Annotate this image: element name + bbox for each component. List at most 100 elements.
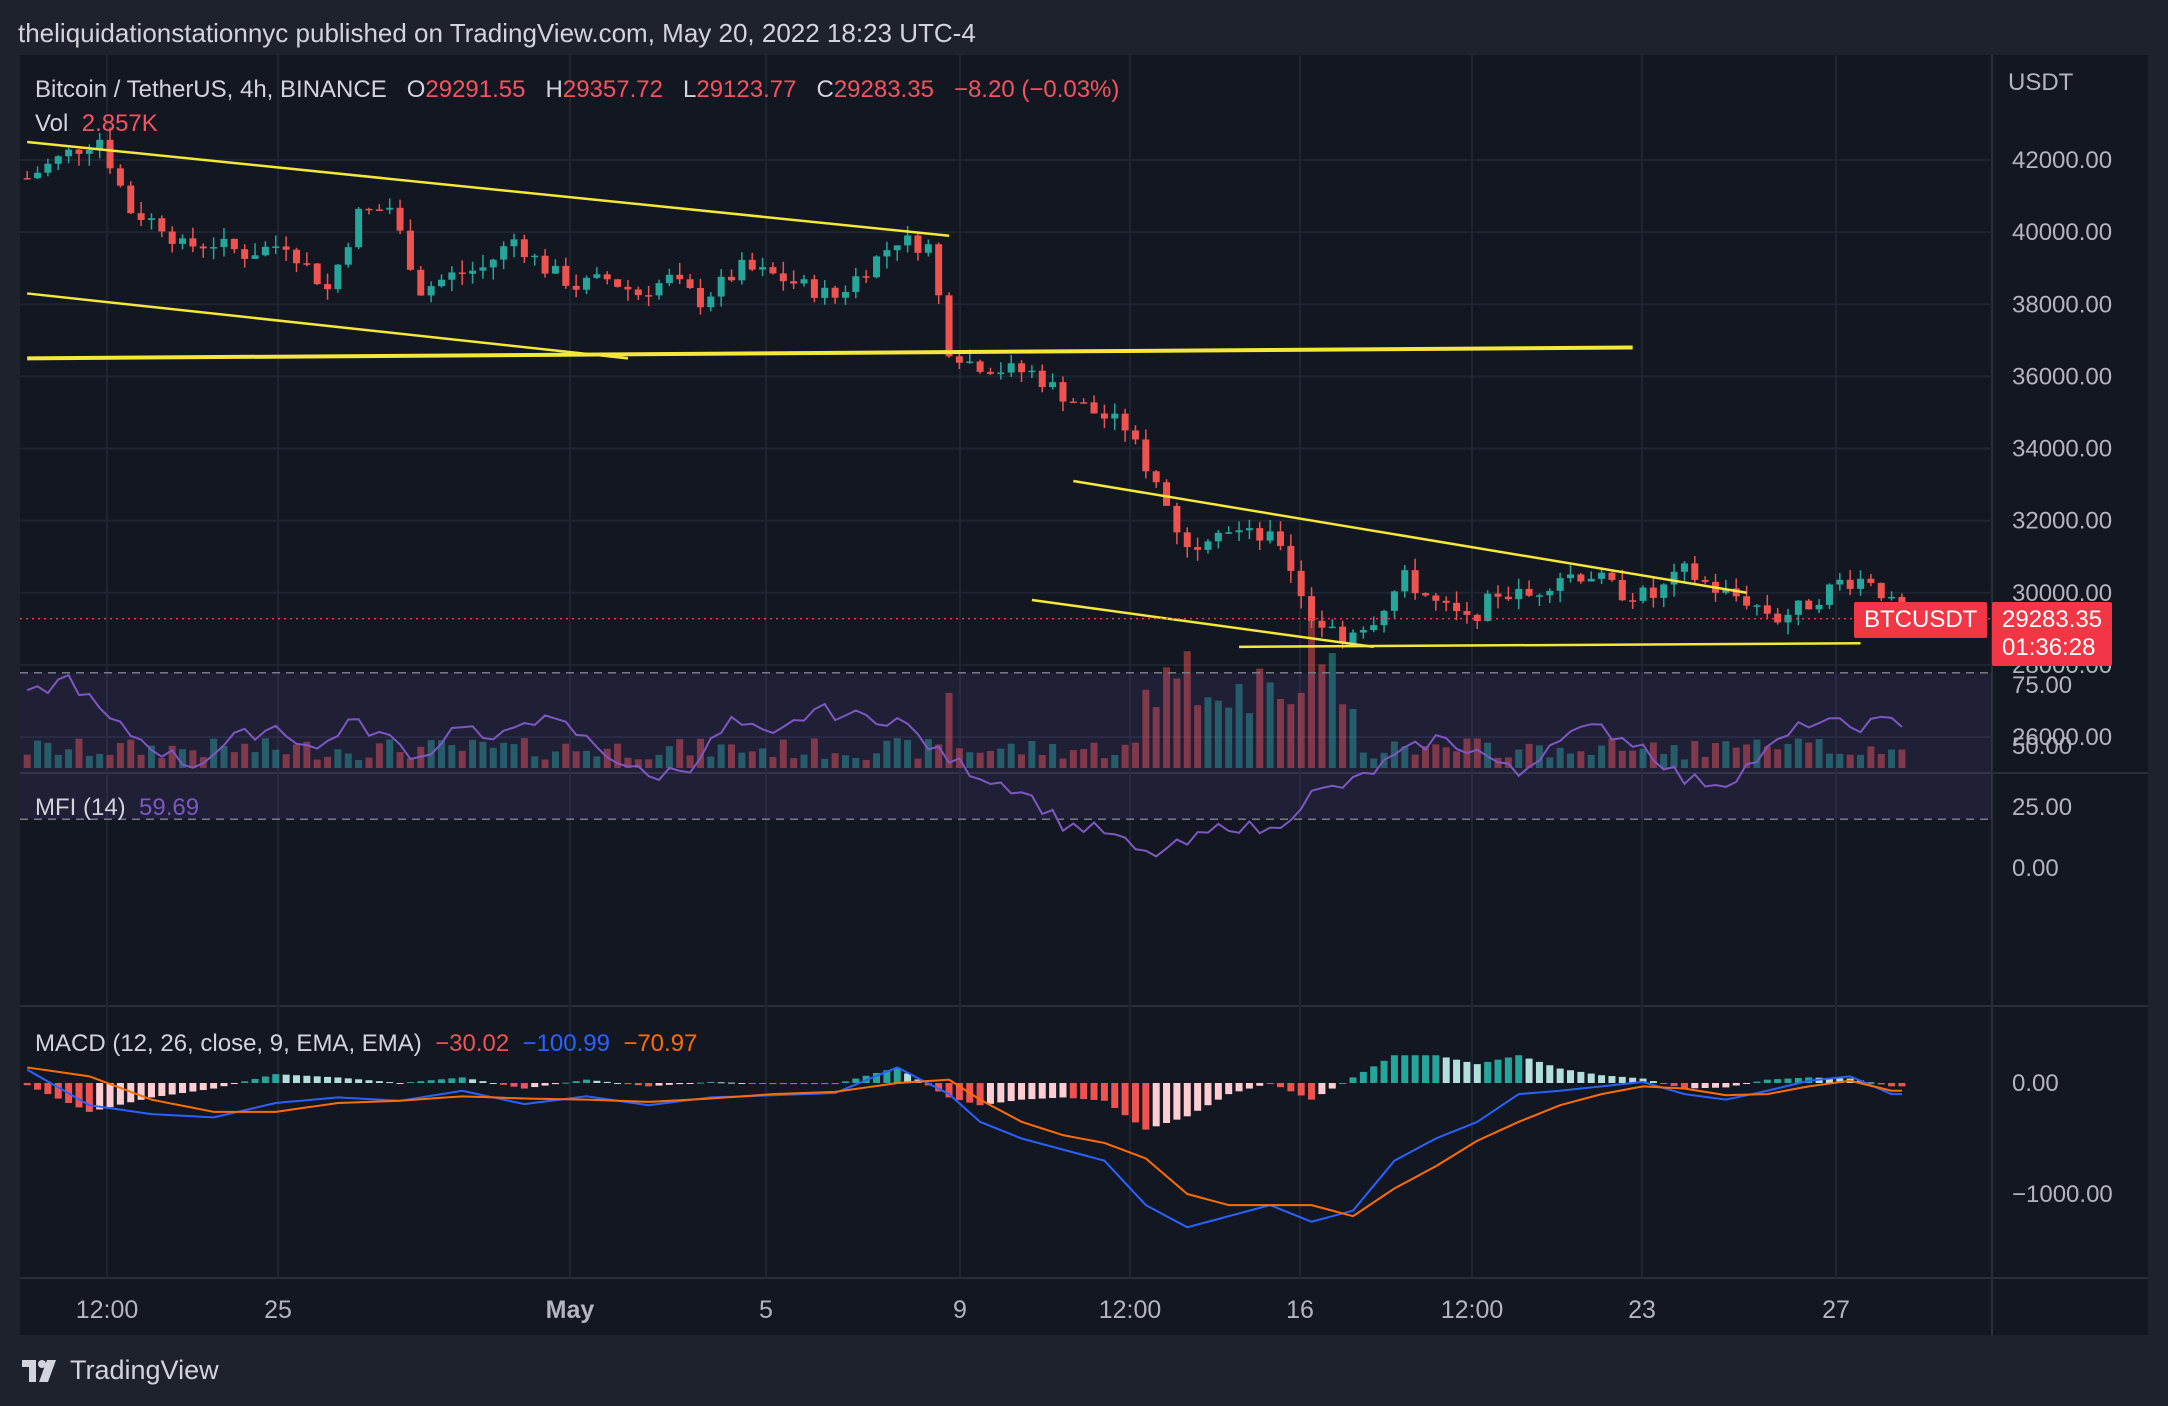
candle-body <box>1038 370 1046 388</box>
volume-bar <box>106 754 114 768</box>
trendline-upper-channel-1 <box>27 140 950 237</box>
volume-bar <box>500 742 508 768</box>
macd-tick-label: 0.00 <box>2012 1070 2059 1097</box>
volume-bar <box>386 739 394 768</box>
macd-hist-bar <box>282 1074 290 1083</box>
macd-hist-bar <box>1556 1068 1564 1083</box>
time-tick-label: 25 <box>264 1296 292 1324</box>
candle-body <box>1245 528 1253 531</box>
volume-bar <box>241 743 249 768</box>
macd-hist-bar <box>1131 1083 1139 1123</box>
candle-body <box>551 265 559 274</box>
candle-body <box>614 279 622 287</box>
macd-hist-bar <box>1888 1083 1896 1087</box>
volume-bar <box>1214 700 1222 768</box>
volume-bar <box>1276 698 1284 768</box>
macd-hist-bar <box>1753 1081 1761 1083</box>
volume-bar <box>1370 758 1378 768</box>
candle-body <box>821 287 829 298</box>
macd-hist-bar <box>1836 1078 1844 1083</box>
mfi-tick-label: 75.00 <box>2012 672 2072 699</box>
macd-hist-bar <box>904 1073 912 1083</box>
volume-bar <box>448 745 456 768</box>
macd-hist-bar <box>210 1083 218 1089</box>
macd-hist-bar <box>800 1083 808 1085</box>
volume-bar <box>738 752 746 768</box>
macd-hist-bar <box>624 1083 632 1085</box>
volume-bar <box>676 739 684 768</box>
price-axis-currency: USDT <box>2008 69 2074 96</box>
volume-bar <box>1473 738 1481 768</box>
candle-body <box>1131 430 1139 440</box>
candle-body <box>634 289 642 296</box>
candle-body <box>655 283 663 296</box>
macd-hist-bar <box>1722 1083 1730 1088</box>
candle-body <box>1670 571 1678 585</box>
candle-body <box>230 238 238 250</box>
volume-bar <box>1639 748 1647 768</box>
candle-body <box>800 279 808 284</box>
macd-hist-bar <box>1049 1083 1057 1098</box>
volume-bar <box>137 754 145 768</box>
volume-bar <box>479 741 487 768</box>
candle-body <box>1100 413 1108 419</box>
volume-bar <box>686 755 694 768</box>
macd-hist-bar <box>458 1077 466 1083</box>
macd-hist-bar <box>1712 1083 1720 1088</box>
vol-label: Vol <box>35 110 69 137</box>
candle-body <box>541 255 549 274</box>
candle-body <box>1453 602 1461 612</box>
candle-body <box>1080 402 1088 404</box>
candle-body <box>1432 595 1440 601</box>
macd-hist-bar <box>34 1083 42 1090</box>
candle-body <box>1463 611 1471 615</box>
macd-hist-bar <box>852 1078 860 1083</box>
candle-body <box>417 269 425 296</box>
candle-body <box>790 281 798 284</box>
volume-bar <box>324 756 332 768</box>
candle-body <box>1649 587 1657 598</box>
volume-bar <box>303 741 311 768</box>
volume-bar <box>1784 743 1792 768</box>
macd-hist-bar <box>396 1083 404 1084</box>
price-tick-label: 40000.00 <box>2012 219 2112 246</box>
candle-body <box>1515 588 1523 600</box>
candle-body <box>1473 614 1481 621</box>
macd-hist-bar <box>1069 1083 1077 1099</box>
macd-hist-bar <box>1649 1081 1657 1083</box>
candle-body <box>1763 605 1771 614</box>
candle-body <box>1556 578 1564 591</box>
volume-bar <box>116 742 124 768</box>
candle-body <box>945 295 953 357</box>
volume-bar <box>54 754 62 768</box>
candle-body <box>1059 382 1067 402</box>
macd-hist-bar <box>158 1083 166 1096</box>
macd-hist-bar <box>1411 1055 1419 1083</box>
volume-bar <box>1732 747 1740 768</box>
candle-body <box>1535 595 1543 597</box>
tradingview-logo[interactable]: TradingView <box>22 1355 219 1386</box>
candle-body <box>1567 574 1575 579</box>
candle-body <box>1121 413 1129 431</box>
macd-hist-bar <box>1266 1083 1274 1084</box>
footer-bar <box>0 1340 2168 1406</box>
volume-bar <box>1100 758 1108 768</box>
price-tick-label: 42000.00 <box>2012 147 2112 174</box>
volume-bar <box>893 738 901 768</box>
volume-bar <box>779 739 787 768</box>
macd-hist-bar <box>334 1077 342 1083</box>
volume-bar <box>1587 754 1595 768</box>
macd-hist-bar <box>531 1083 539 1088</box>
candle-body <box>1152 471 1160 483</box>
candle-body <box>458 272 466 274</box>
macd-hist-value: −30.02 <box>435 1030 510 1057</box>
candle-body <box>531 255 539 258</box>
mfi-legend: MFI (14) 59.69 <box>35 794 199 822</box>
volume-bar <box>1877 754 1885 768</box>
volume-bar <box>96 753 104 768</box>
volume-bar <box>986 750 994 768</box>
candle-body <box>1774 613 1782 623</box>
volume-bar <box>1649 742 1657 768</box>
macd-hist-bar <box>1390 1055 1398 1083</box>
